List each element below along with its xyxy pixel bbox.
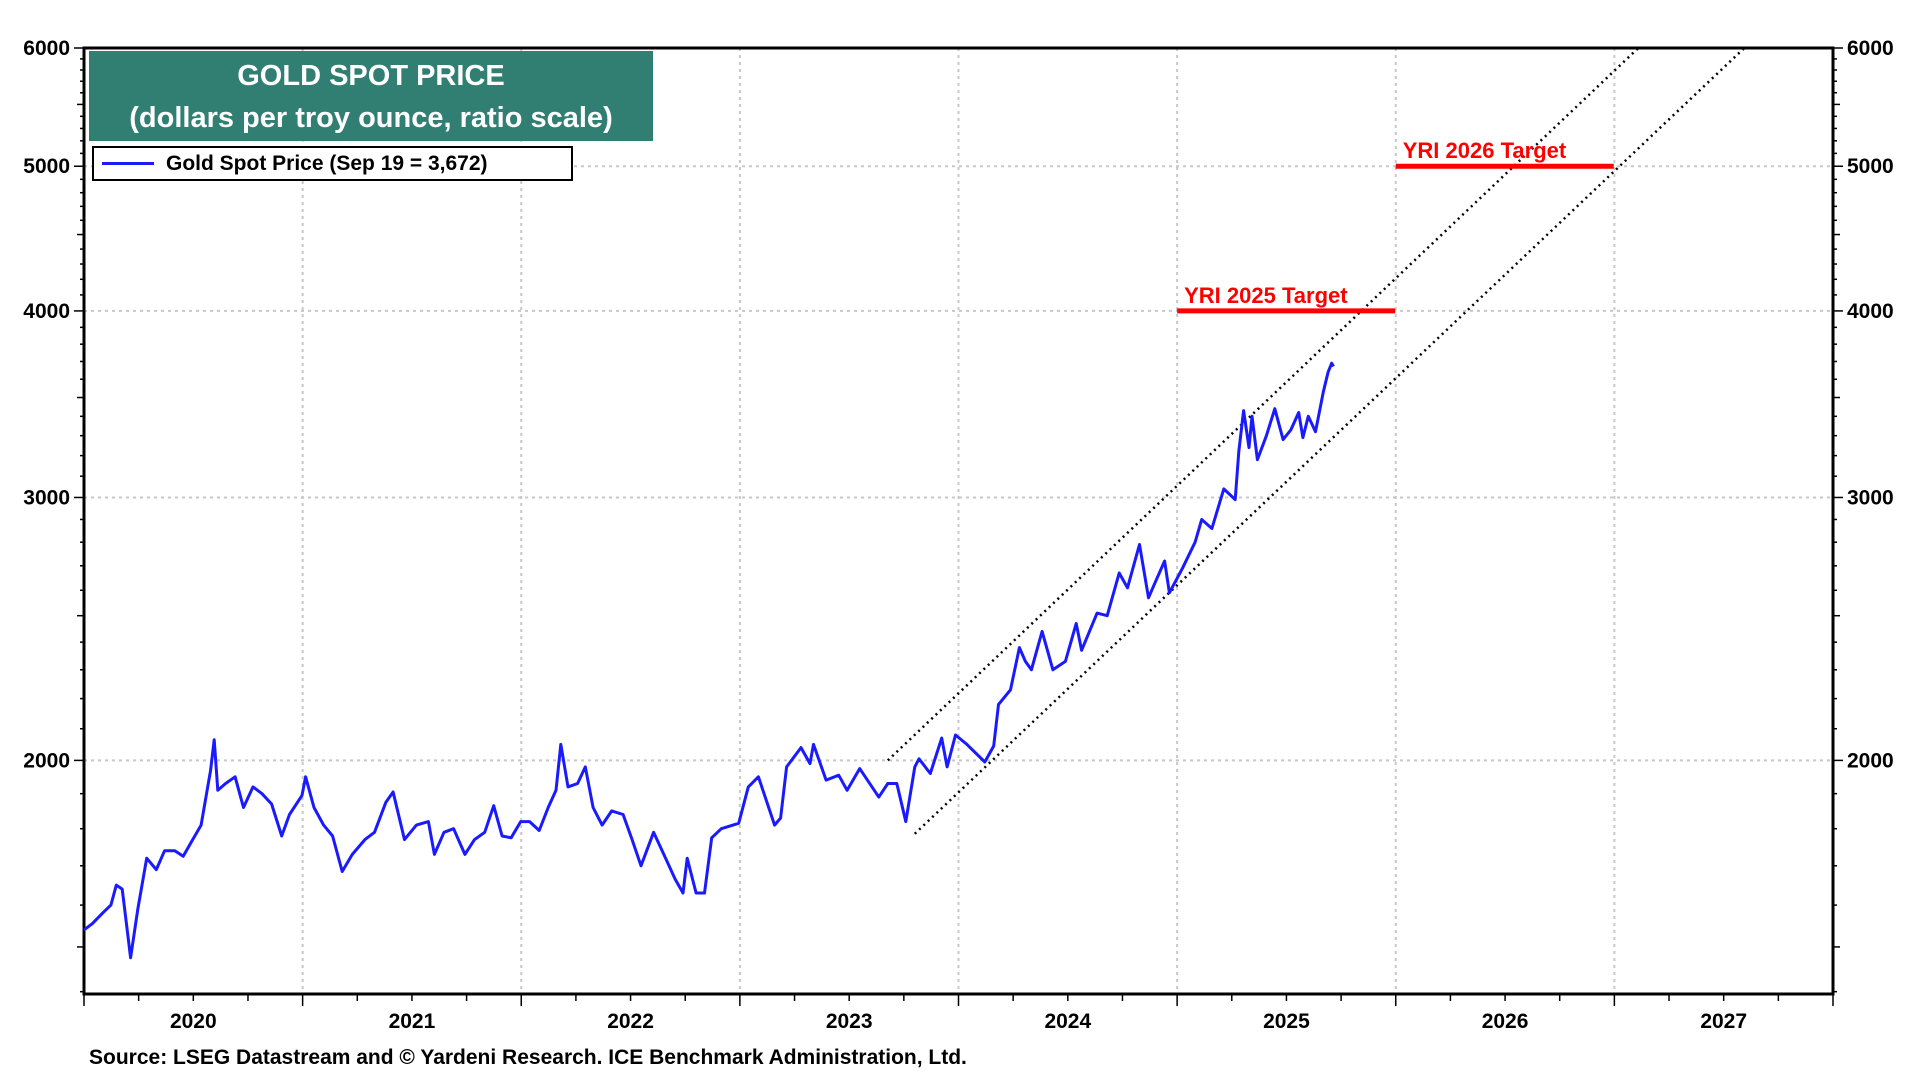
legend: Gold Spot Price (Sep 19 = 3,672) — [92, 146, 573, 181]
gold-price-line — [83, 361, 1335, 960]
trend-channel-line — [913, 47, 1746, 835]
x-tick-label: 2022 — [607, 1010, 654, 1033]
x-tick-label: 2024 — [1044, 1010, 1091, 1033]
x-tick-label: 2027 — [1700, 1010, 1747, 1033]
y-tick-label-left: 3000 — [23, 486, 70, 509]
y-tick-label-left: 2000 — [23, 749, 70, 772]
y-tick-label-right: 4000 — [1847, 300, 1894, 323]
legend-label-gold: Gold Spot Price (Sep 19 = 3,672) — [166, 151, 488, 175]
target-label: YRI 2025 Target — [1184, 283, 1348, 308]
y-tick-label-right: 2000 — [1847, 749, 1894, 772]
x-tick-label: 2021 — [389, 1010, 436, 1033]
target-label: YRI 2026 Target — [1403, 138, 1567, 163]
y-tick-label-right: 6000 — [1847, 37, 1894, 60]
x-tick-label: 2020 — [170, 1010, 217, 1033]
y-tick-label-right: 3000 — [1847, 486, 1894, 509]
y-tick-label-left: 5000 — [23, 155, 70, 178]
x-tick-label: 2025 — [1263, 1010, 1310, 1033]
x-tick-label: 2023 — [826, 1010, 873, 1033]
y-tick-label-left: 6000 — [23, 37, 70, 60]
chart-title: GOLD SPOT PRICE — [237, 60, 505, 92]
y-tick-label-left: 4000 — [23, 300, 70, 323]
y-tick-label-right: 5000 — [1847, 155, 1894, 178]
legend-swatch-gold — [102, 162, 154, 165]
trend-channel-line — [886, 47, 1640, 762]
source-note: Source: LSEG Datastream and © Yardeni Re… — [89, 1046, 967, 1069]
chart-subtitle: (dollars per troy ounce, ratio scale) — [129, 102, 613, 134]
chart-title-box: GOLD SPOT PRICE (dollars per troy ounce,… — [89, 51, 653, 141]
x-tick-label: 2026 — [1482, 1010, 1529, 1033]
